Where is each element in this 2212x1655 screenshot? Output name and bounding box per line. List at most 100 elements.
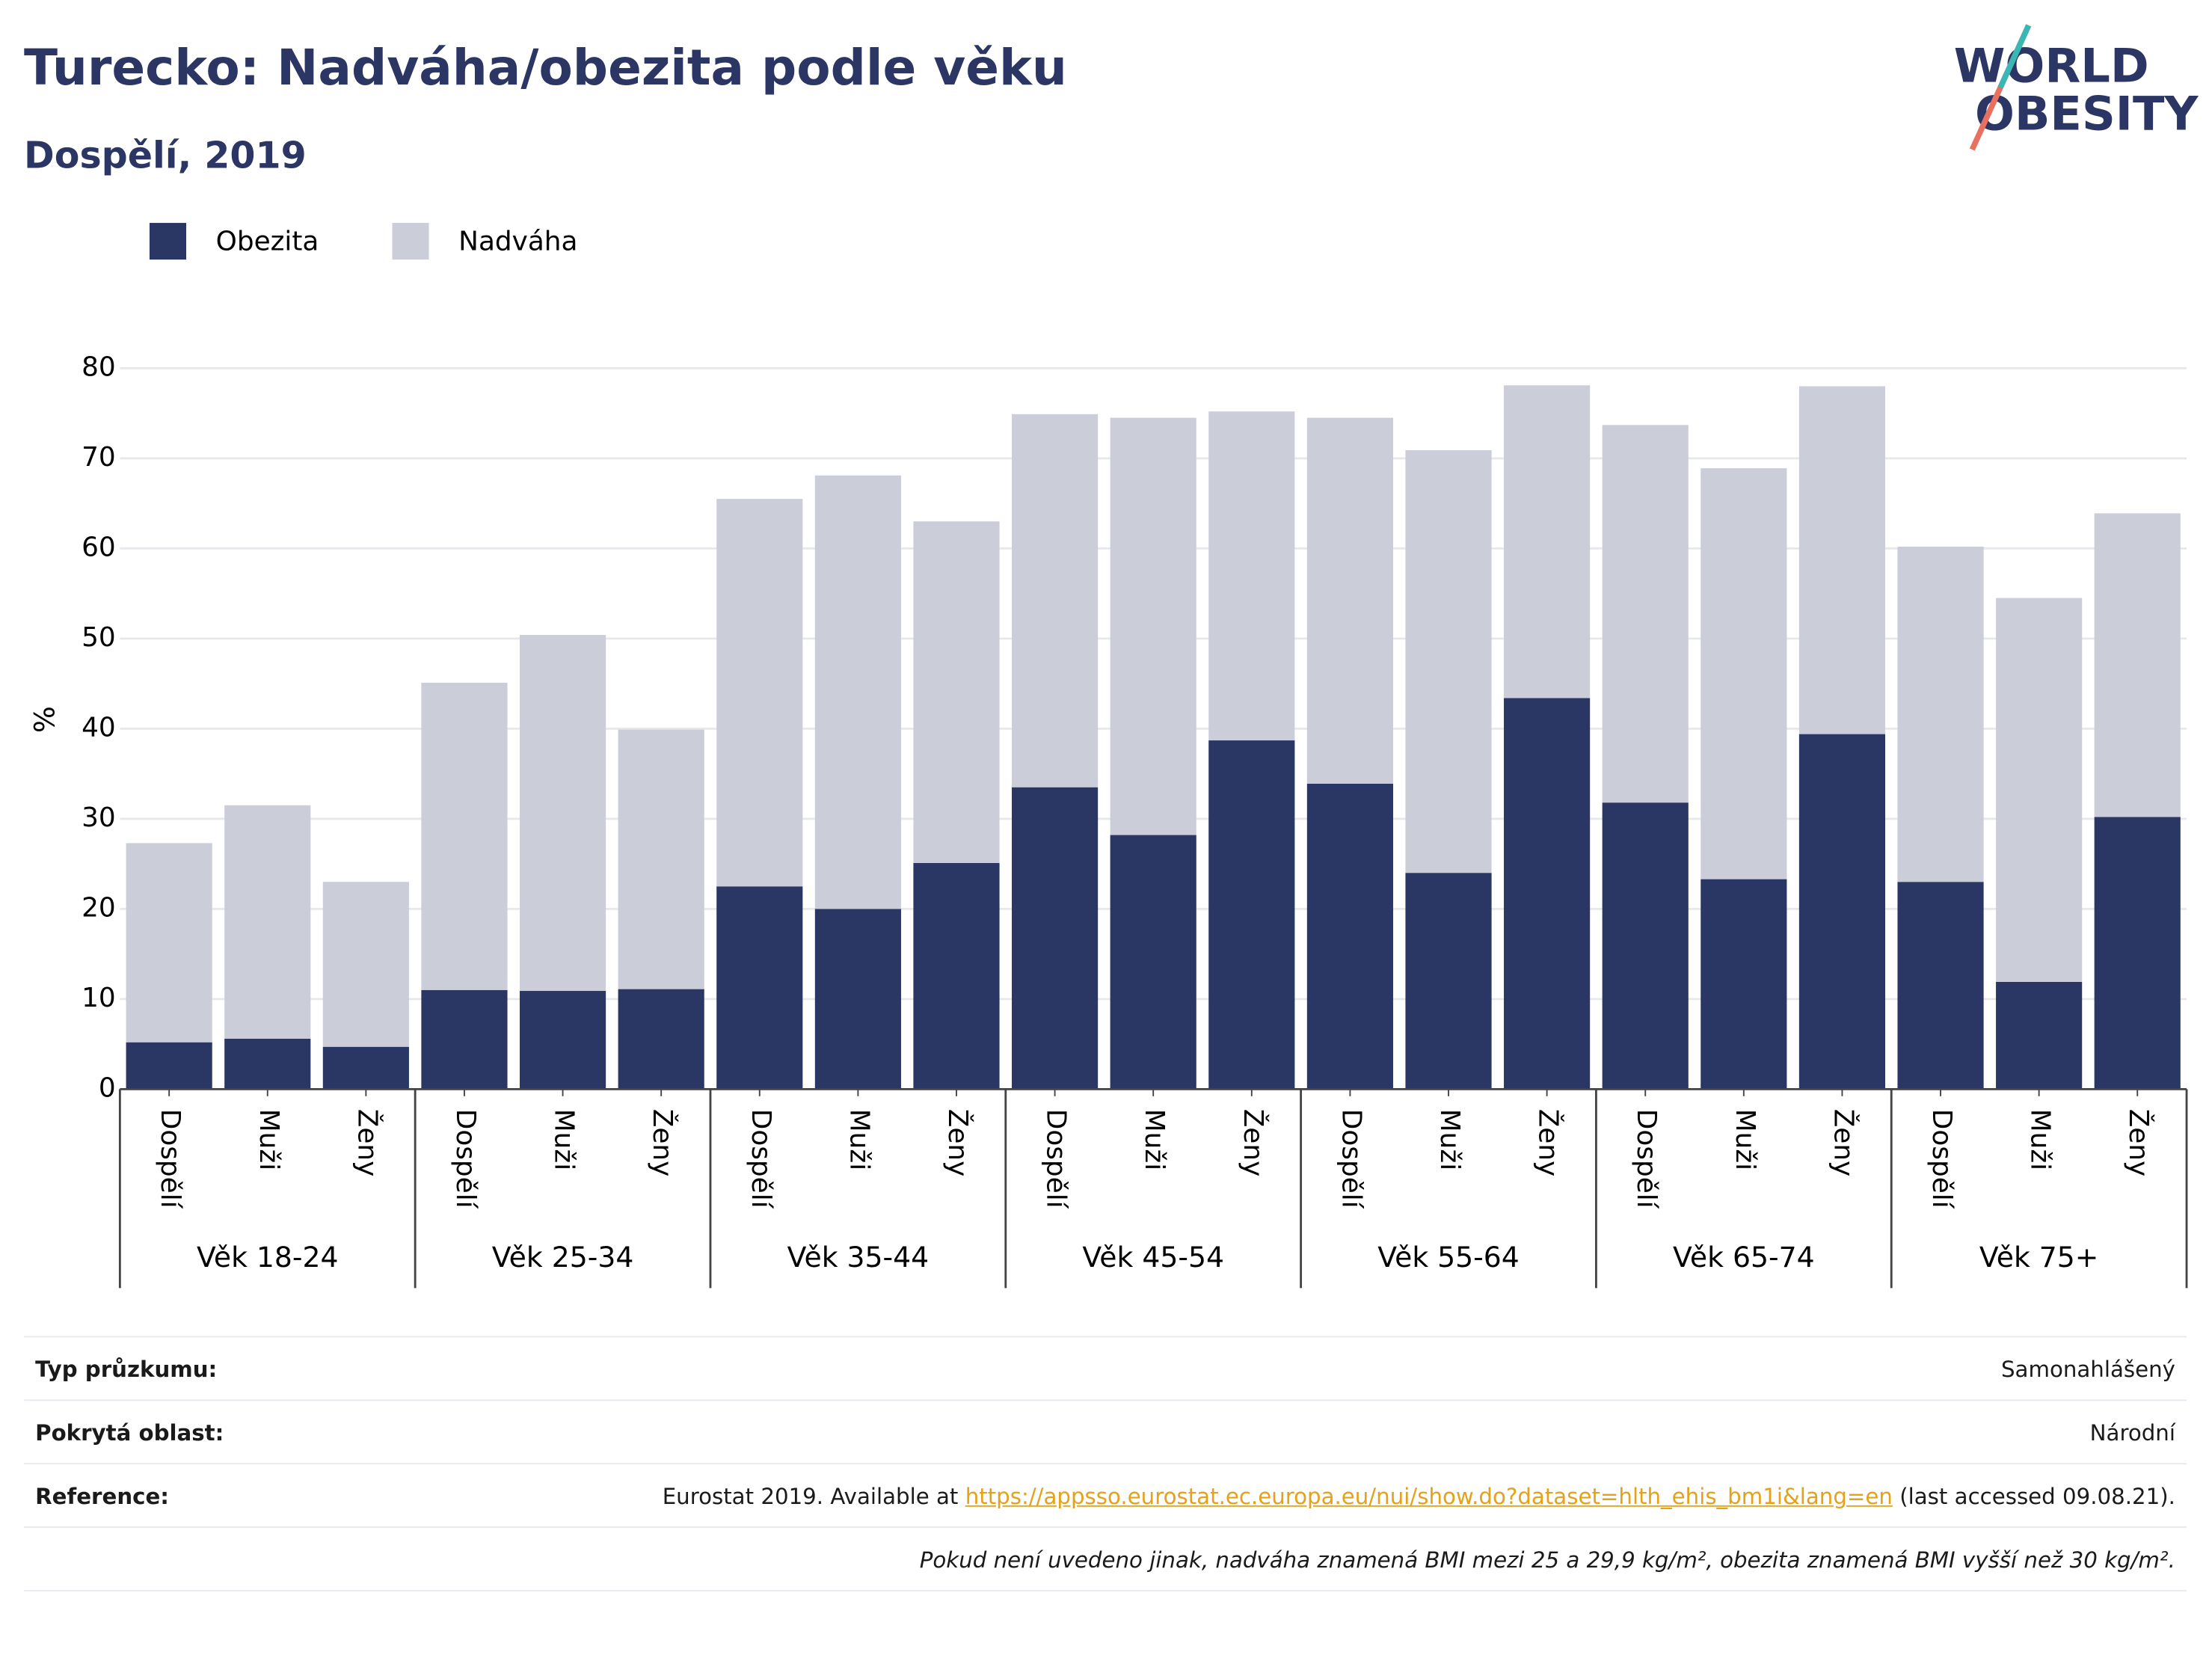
x-tick-label: Dospělí — [1926, 1109, 1957, 1209]
chart-subtitle: Dospělí, 2019 — [24, 133, 307, 176]
row-key: Typ průzkumu: — [35, 1357, 218, 1383]
x-tick-label: Muži — [1139, 1109, 1170, 1170]
x-tick-label: Ženy — [2123, 1109, 2154, 1176]
x-tick-label: Dospělí — [450, 1109, 481, 1209]
bar-segment — [1701, 468, 1787, 879]
bar-segment — [421, 682, 508, 990]
bar-segment — [224, 805, 311, 1039]
x-tick-label: Muži — [254, 1109, 284, 1170]
y-tick-label: 70 — [82, 442, 116, 473]
group-label: Věk 25-34 — [492, 1241, 634, 1274]
x-tick-label: Dospělí — [746, 1109, 776, 1209]
group-label: Věk 35-44 — [787, 1241, 930, 1274]
x-tick-label: Ženy — [647, 1109, 678, 1177]
bar-segment — [1897, 546, 1984, 882]
bar-segment — [2094, 513, 2181, 817]
reference-text: (last accessed 09.08.21). — [1892, 1484, 2175, 1510]
bar-segment — [519, 991, 606, 1090]
y-tick-label: 60 — [82, 532, 116, 562]
bar-segment — [1405, 450, 1492, 873]
x-tick-label: Muži — [1434, 1109, 1465, 1170]
table-note: Pokud není uvedeno jinak, nadváha znamen… — [24, 1528, 2187, 1591]
chart: Turecko: Nadváha/obezita podle věku Dosp… — [24, 24, 2199, 1289]
x-tick-label: Muži — [844, 1109, 874, 1170]
bar-segment — [1602, 425, 1689, 803]
y-tick-label: 40 — [82, 712, 116, 743]
x-tick-label: Ženy — [351, 1109, 383, 1176]
y-tick-label: 80 — [82, 351, 116, 382]
x-tick-label: Ženy — [1238, 1109, 1269, 1177]
table-row: Typ průzkumu: Samonahlášený — [24, 1337, 2187, 1401]
x-tick-label: Ženy — [1828, 1109, 1859, 1176]
group-label: Věk 18-24 — [197, 1241, 339, 1274]
bar-segment — [1306, 783, 1393, 1090]
legend-label: Obezita — [216, 226, 319, 257]
x-tick-label: Muži — [549, 1109, 580, 1170]
bar-segment — [1208, 411, 1295, 741]
y-tick-label: 30 — [82, 802, 116, 833]
table-row: Pokrytá oblast: Národní — [24, 1401, 2187, 1465]
bar-segment — [913, 521, 1000, 863]
reference-link[interactable]: https://appsso.eurostat.ec.europa.eu/nui… — [965, 1484, 1893, 1510]
note-text: Pokud není uvedeno jinak, nadváha znamen… — [919, 1547, 2175, 1573]
group-label: Věk 65-74 — [1673, 1241, 1815, 1274]
bar-segment — [1504, 385, 1591, 698]
row-value: Samonahlášený — [2001, 1357, 2175, 1383]
y-tick-label: 20 — [82, 892, 116, 923]
bar-segment — [1110, 835, 1196, 1090]
x-tick-label: Ženy — [942, 1109, 974, 1177]
bar-segment — [1012, 787, 1099, 1090]
x-tick-label: Dospělí — [1631, 1109, 1662, 1209]
row-key: Pokrytá oblast: — [35, 1420, 224, 1446]
group-label: Věk 45-54 — [1082, 1241, 1224, 1274]
bar-segment — [1701, 879, 1787, 1090]
table-row: Reference: Eurostat 2019. Available at ht… — [24, 1464, 2187, 1529]
bar-segment — [1012, 414, 1099, 787]
y-tick-label: 50 — [82, 622, 116, 653]
x-tick-label: Muži — [1730, 1109, 1760, 1170]
reference-text: Eurostat 2019. Available at — [662, 1484, 965, 1510]
bar-segment — [322, 1046, 409, 1090]
bar-segment — [421, 989, 508, 1090]
x-tick-label: Dospělí — [1336, 1109, 1366, 1209]
bar-segment — [1306, 417, 1393, 784]
x-tick-label: Muži — [2025, 1109, 2056, 1170]
legend-label: Nadváha — [458, 226, 577, 257]
row-key: Reference: — [35, 1484, 169, 1510]
logo-text: WORLD — [1954, 38, 2149, 93]
bar-segment — [322, 882, 409, 1047]
x-tick-label: Dospělí — [1041, 1109, 1072, 1209]
bar-segment — [1996, 598, 2083, 982]
bar-segment — [519, 635, 606, 992]
bar-segment — [1110, 417, 1196, 835]
y-tick-label: 0 — [99, 1072, 116, 1103]
group-label: Věk 55-64 — [1377, 1241, 1520, 1274]
bar-segment — [814, 909, 901, 1090]
bar-segment — [913, 862, 1000, 1090]
info-table: Typ průzkumu: Samonahlášený Pokrytá oblast… — [24, 1336, 2187, 1591]
y-axis-label: % — [28, 706, 61, 733]
bar-segment — [224, 1038, 311, 1090]
logo-slash — [1997, 24, 2032, 89]
y-tick-label: 10 — [82, 983, 116, 1013]
bar-segment — [1798, 386, 1886, 734]
bar-segment — [716, 499, 803, 887]
bar-segment — [1897, 882, 1984, 1090]
bar-segment — [126, 843, 212, 1043]
bar-segment — [2094, 817, 2181, 1090]
bar-segment — [1208, 740, 1295, 1090]
x-tick-label: Ženy — [1533, 1109, 1564, 1176]
bar-segment — [618, 729, 704, 989]
bar-segment — [1798, 734, 1886, 1090]
legend-swatch — [392, 223, 429, 260]
bar-segment — [716, 886, 803, 1090]
logo-text: OBESITY — [1975, 87, 2199, 141]
chart-title: Turecko: Nadváha/obezita podle věku — [24, 39, 1067, 96]
bar-segment — [1602, 802, 1689, 1090]
legend-swatch — [149, 223, 187, 260]
bar-segment — [1405, 873, 1492, 1090]
bar-segment — [1996, 981, 2083, 1090]
bar-segment — [126, 1042, 212, 1090]
